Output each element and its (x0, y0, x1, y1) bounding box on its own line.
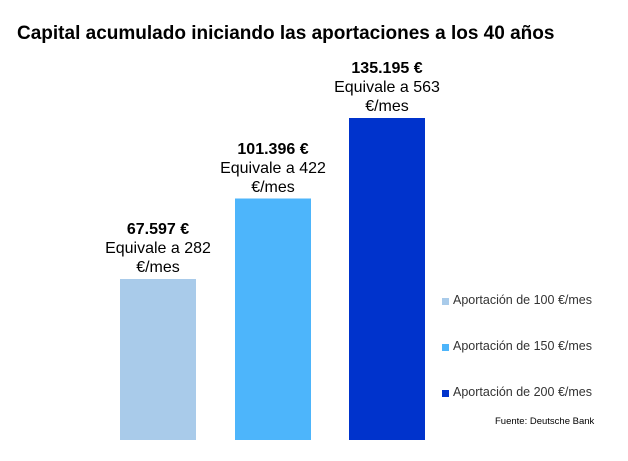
bar-label-1: 67.597 € Equivale a 282 €/mes (88, 220, 228, 277)
legend-swatch (442, 298, 449, 305)
legend-item-1: Aportación de 100 €/mes (442, 293, 592, 339)
bar-sub-label: Equivale a 422 €/mes (220, 159, 326, 196)
bar-3 (349, 118, 425, 440)
bar-value-label: 101.396 € (237, 140, 309, 158)
bar-value-label: 135.195 € (351, 60, 423, 77)
bar-label-2: 101.396 € Equivale a 422 €/mes (203, 140, 343, 197)
legend-swatch (442, 390, 449, 397)
legend-item-3: Aportación de 200 €/mes (442, 385, 592, 431)
legend-swatch (442, 344, 449, 351)
bar-sub-label: Equivale a 563 €/mes (334, 79, 440, 115)
legend-label: Aportación de 200 €/mes (453, 385, 592, 399)
legend-label: Aportación de 150 €/mes (453, 339, 592, 353)
bar-1 (120, 279, 196, 440)
bar-sub-label: Equivale a 282 €/mes (105, 240, 211, 276)
bar-label-3: 135.195 € Equivale a 563 €/mes (317, 59, 457, 116)
bar-value-label: 67.597 € (126, 221, 190, 238)
chart-legend: Aportación de 100 €/mes Aportación de 150… (442, 293, 592, 431)
legend-label: Aportación de 100 €/mes (453, 293, 592, 307)
bar-2 (235, 198, 311, 440)
legend-item-2: Aportación de 150 €/mes (442, 339, 592, 385)
chart-title: Capital acumulado iniciando las aportaci… (17, 23, 555, 44)
source-note: Fuente: Deutsche Bank (495, 416, 595, 427)
